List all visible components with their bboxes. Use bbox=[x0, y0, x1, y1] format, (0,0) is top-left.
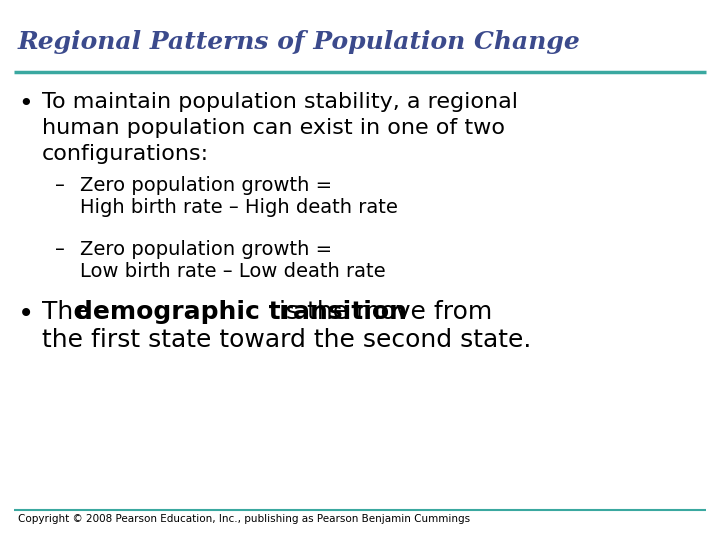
Text: –: – bbox=[55, 240, 65, 259]
Text: To maintain population stability, a regional: To maintain population stability, a regi… bbox=[42, 92, 518, 112]
Text: configurations:: configurations: bbox=[42, 144, 209, 164]
Text: Low birth rate – Low death rate: Low birth rate – Low death rate bbox=[80, 262, 386, 281]
Text: The: The bbox=[42, 300, 96, 324]
Text: is the move from: is the move from bbox=[271, 300, 492, 324]
Text: Regional Patterns of Population Change: Regional Patterns of Population Change bbox=[18, 30, 581, 54]
Text: Zero population growth =: Zero population growth = bbox=[80, 176, 332, 195]
Text: •: • bbox=[18, 300, 35, 328]
Text: the first state toward the second state.: the first state toward the second state. bbox=[42, 328, 531, 352]
Text: human population can exist in one of two: human population can exist in one of two bbox=[42, 118, 505, 138]
Text: –: – bbox=[55, 176, 65, 195]
Text: Zero population growth =: Zero population growth = bbox=[80, 240, 332, 259]
Text: High birth rate – High death rate: High birth rate – High death rate bbox=[80, 198, 398, 217]
Text: •: • bbox=[18, 92, 32, 116]
Text: Copyright © 2008 Pearson Education, Inc., publishing as Pearson Benjamin Cumming: Copyright © 2008 Pearson Education, Inc.… bbox=[18, 514, 470, 524]
Text: demographic transition: demographic transition bbox=[75, 300, 407, 324]
